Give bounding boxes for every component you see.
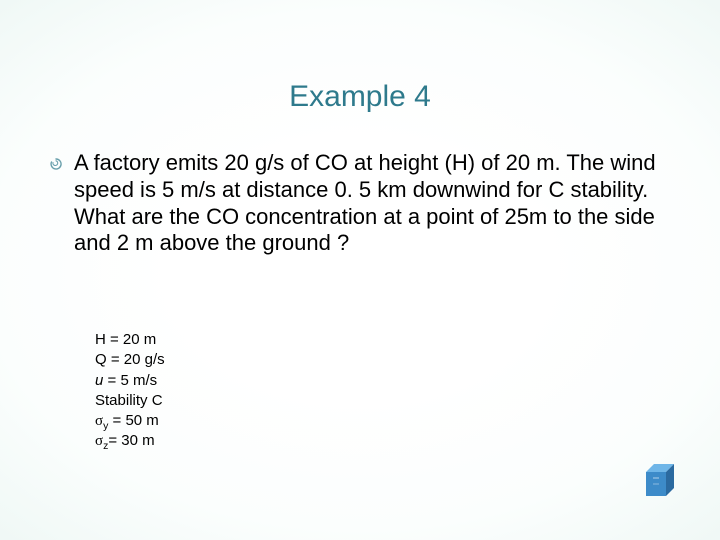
bullet-item: A factory emits 20 g/s of CO at height (… xyxy=(50,150,680,257)
param-H: H = 20 m xyxy=(95,330,165,350)
param-stability: Stability C xyxy=(95,391,165,411)
cube-icon xyxy=(636,456,682,502)
param-sigma-z: σz= 30 m xyxy=(95,431,165,451)
param-u: u = 5 m/s xyxy=(95,371,165,391)
sigma-symbol: σ xyxy=(95,433,103,449)
sigma-symbol: σ xyxy=(95,413,103,429)
sigma-z-value: = 30 m xyxy=(108,432,154,449)
param-Q: Q = 20 g/s xyxy=(95,350,165,370)
sigma-y-value: = 50 m xyxy=(108,412,158,429)
slide-title: Example 4 xyxy=(0,80,720,114)
parameters-block: H = 20 m Q = 20 g/s u = 5 m/s Stability … xyxy=(95,330,165,452)
param-u-value: = 5 m/s xyxy=(103,372,157,389)
slide: Example 4 A factory emits 20 g/s of CO a… xyxy=(0,0,720,540)
problem-text: A factory emits 20 g/s of CO at height (… xyxy=(74,150,680,257)
param-sigma-y: σy = 50 m xyxy=(95,411,165,431)
slide-body: A factory emits 20 g/s of CO at height (… xyxy=(50,150,680,257)
bullet-swirl-icon xyxy=(50,158,62,170)
